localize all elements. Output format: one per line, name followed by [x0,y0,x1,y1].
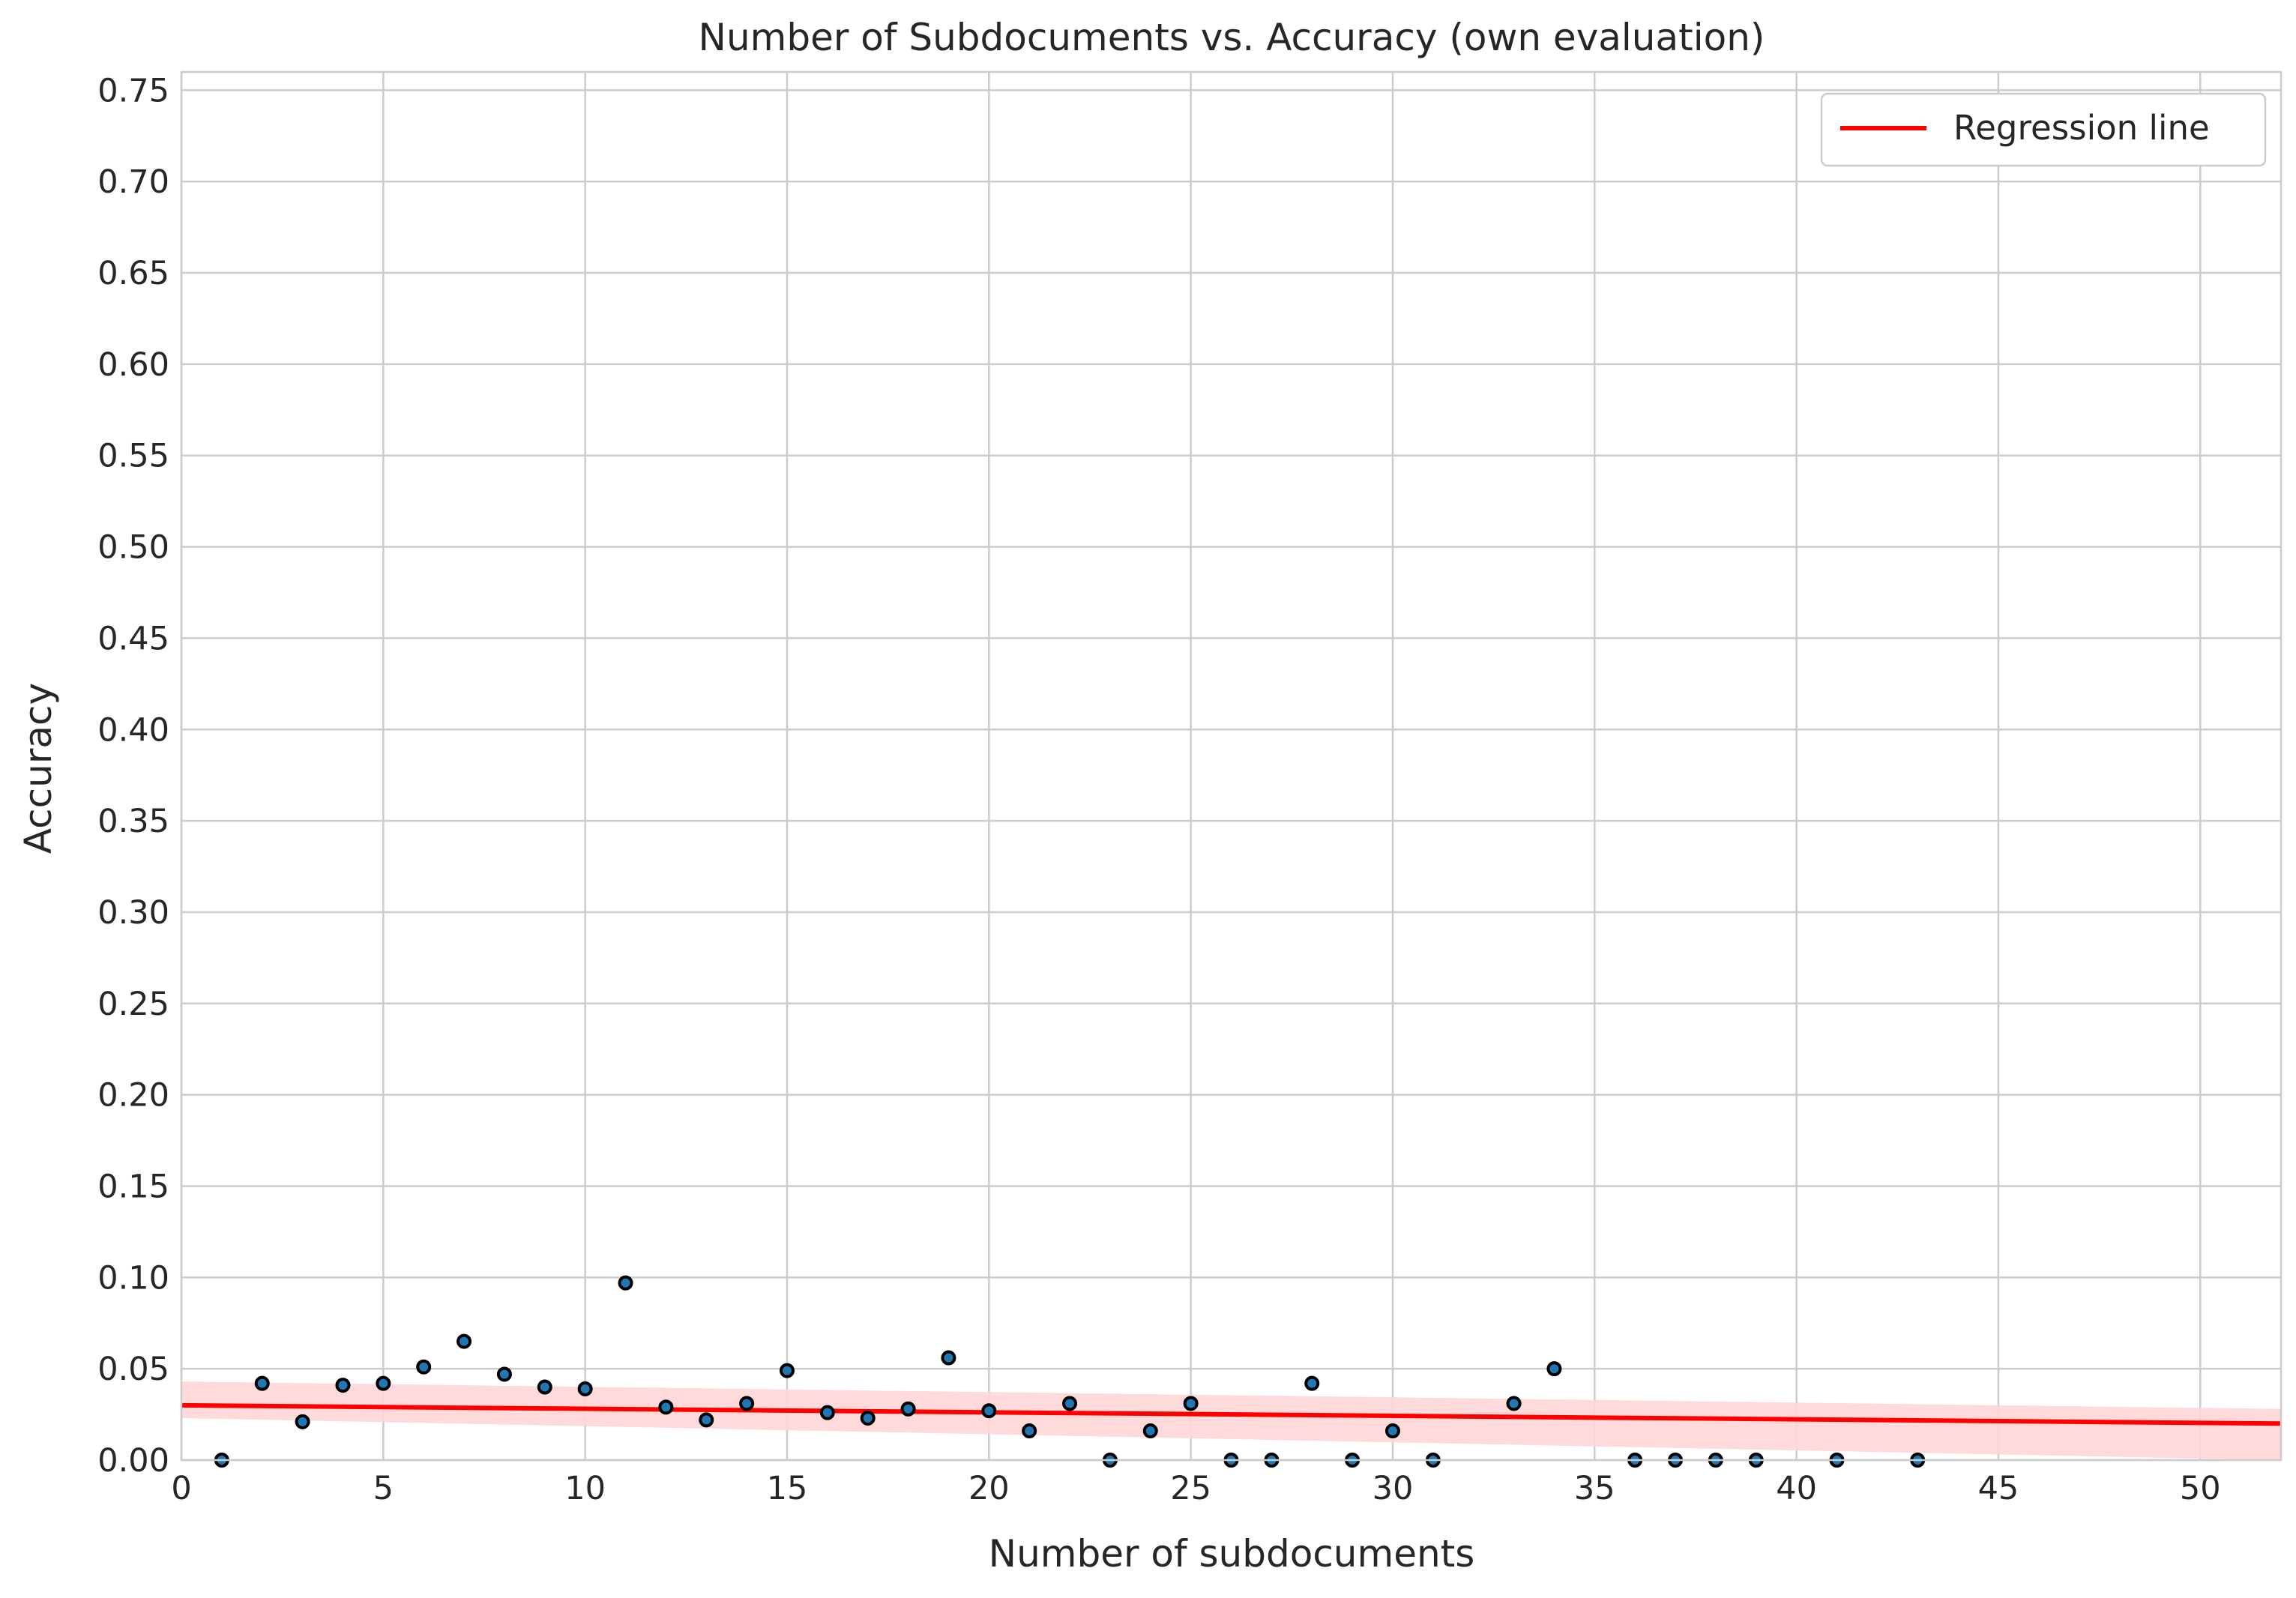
data-point [819,1405,835,1420]
y-tick-label: 0.65 [97,255,169,292]
data-point [1506,1396,1522,1411]
y-tick-label: 0.30 [97,894,169,932]
x-tick-label: 20 [968,1470,1010,1507]
regression-line [181,1402,2282,1426]
y-tick-label: 0.60 [97,346,169,384]
y-tick-label: 0.45 [97,620,169,657]
data-point [254,1375,270,1391]
x-tick-label: 15 [767,1470,808,1507]
legend-box [1820,92,2267,167]
regression-line-group [181,1402,2282,1426]
data-point [335,1378,351,1393]
data-point [941,1350,956,1366]
y-tick-label: 0.70 [97,163,169,201]
data-point [900,1401,916,1417]
y-tick-label: 0.15 [97,1168,169,1205]
data-point [1142,1423,1158,1439]
x-tick-label: 25 [1170,1470,1211,1507]
data-point [1183,1396,1199,1411]
x-tick-labels: 0 5 10 15 20 25 30 35 40 45 50 [171,1470,2220,1507]
confidence-band [181,1381,2281,1460]
plot-frame [180,70,2283,1462]
y-tick-labels: 0.00 0.05 0.10 0.15 0.20 0.25 0.30 0.35 0.40 0.45… [97,72,169,1480]
data-point [1022,1423,1037,1439]
data-point [457,1333,472,1349]
data-point [658,1399,674,1415]
confidence-band-group [181,1381,2281,1460]
x-axis-title: Number of subdocuments [989,1532,1475,1576]
data-point [618,1275,633,1291]
data-point [1384,1423,1400,1439]
data-point [376,1375,391,1391]
legend: Regression line [1820,92,2267,167]
chart-title: Number of Subdocuments vs. Accuracy (own… [699,16,1765,59]
data-point [496,1366,512,1382]
x-tick-label: 0 [171,1470,191,1507]
data-point [860,1410,876,1426]
x-tick-label: 35 [1574,1470,1615,1507]
y-tick-label: 0.50 [97,529,169,567]
x-tick-label: 45 [1978,1470,2019,1507]
x-tick-label: 30 [1373,1470,1414,1507]
data-point [699,1412,714,1428]
data-point [577,1381,593,1396]
data-point [981,1403,997,1419]
data-point [1546,1361,1562,1377]
data-point [416,1359,432,1375]
y-axis-title: Accuracy [16,683,60,854]
data-point [295,1414,310,1429]
legend-label: Regression line [1953,108,2210,148]
y-tick-label: 0.05 [97,1351,169,1388]
y-tick-label: 0.75 [97,72,169,109]
y-tick-label: 0.10 [97,1259,169,1297]
data-point [537,1379,552,1395]
y-tick-label: 0.20 [97,1077,169,1115]
data-point [1304,1375,1320,1391]
data-point [739,1396,755,1411]
y-tick-label: 0.25 [97,986,169,1023]
y-tick-label: 0.00 [97,1442,169,1480]
x-tick-label: 10 [564,1470,606,1507]
x-tick-label: 50 [2180,1470,2221,1507]
y-tick-label: 0.55 [97,438,169,475]
y-tick-label: 0.35 [97,803,169,840]
data-point [779,1363,795,1378]
data-point [1062,1396,1078,1411]
x-tick-label: 40 [1776,1470,1817,1507]
x-tick-label: 5 [373,1470,394,1507]
y-tick-label: 0.40 [97,711,169,749]
